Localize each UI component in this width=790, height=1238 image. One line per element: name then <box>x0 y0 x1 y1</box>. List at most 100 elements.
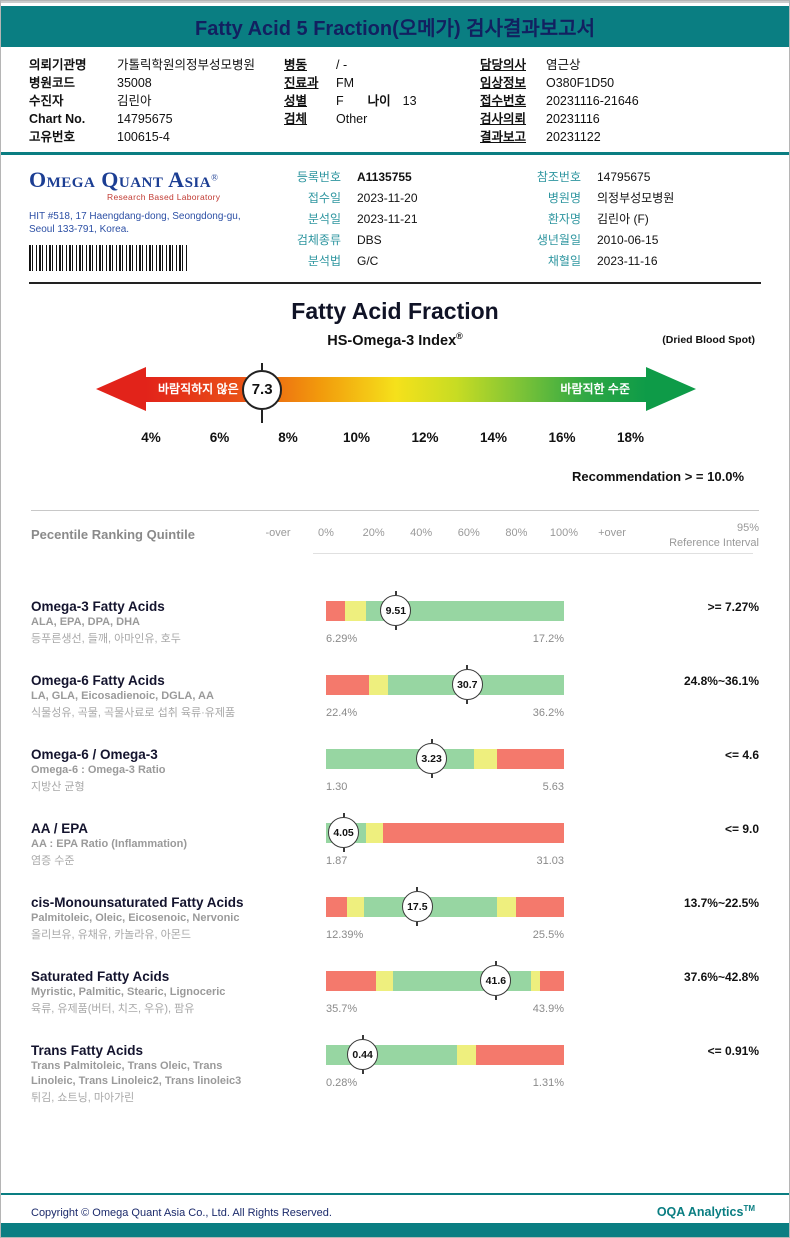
field-label: 환자명 <box>547 212 581 226</box>
range-min: 6.29% <box>326 633 358 645</box>
bar-segment-yellow <box>473 749 498 769</box>
patient-field-row: 병원코드 35008 <box>29 74 284 92</box>
patient-col-order: 담당의사 염근상 임상정보 O380F1D50 접수번호 20231116-21646 검사… <box>480 56 761 146</box>
result-value: 3.23 <box>416 743 448 774</box>
footer: Copyright © Omega Quant Asia Co., Ltd. A… <box>31 1204 755 1219</box>
omega3-index-gauge: 바람직하지 않은 바람직한 수준 7.3 4% 6% 8% 10% 12% 14% 16% 1… <box>96 362 696 455</box>
scale-label: 80% <box>505 527 528 539</box>
result-value-marker: 3.23 <box>416 739 448 778</box>
scale-label: 40% <box>410 527 433 539</box>
marker-tick <box>494 961 497 965</box>
lab-field-row: 환자명 김린아 (F) <box>519 209 761 230</box>
field-value: 2023-11-16 <box>597 254 658 268</box>
scale-label: +over <box>598 527 626 539</box>
result-row: Omega-3 Fatty Acids ALA, EPA, DPA, DHA 등푸른… <box>1 591 789 658</box>
gauge-tick-label: 6% <box>209 430 230 445</box>
bar-segment-green <box>326 1045 457 1065</box>
result-value: 0.44 <box>347 1039 379 1070</box>
range-max: 31.03 <box>536 855 564 867</box>
header-underline <box>313 553 753 554</box>
patient-field-row: 수진자 김린아 <box>29 92 284 110</box>
lab-logo: Omega Quant Asia® <box>29 167 279 193</box>
gauge-axis-ticks: 4% 6% 8% 10% 12% 14% 16% 18% <box>141 430 645 448</box>
bar-segment-red <box>326 601 346 621</box>
result-range: 35.7% 43.9% <box>326 1003 564 1015</box>
result-bar-area: 30.7 22.4% 36.2% <box>326 665 566 732</box>
gauge-tick-label: 18% <box>616 430 645 445</box>
field-label: 등록번호 <box>296 170 341 184</box>
field-label: 검사의뢰 <box>480 112 527 126</box>
field-value: 2023-11-20 <box>357 191 418 205</box>
result-labels: AA / EPA AA : EPA Ratio (Inflammation) 염증 … <box>31 820 326 880</box>
field-value: G/C <box>357 254 379 268</box>
result-components: AA : EPA Ratio (Inflammation) <box>31 838 188 850</box>
bar-segment-red <box>497 749 564 769</box>
result-range: 12.39% 25.5% <box>326 929 564 941</box>
field-label: 분석법 <box>307 254 341 268</box>
marker-tick <box>342 848 345 852</box>
result-bar-area: 41.6 35.7% 43.9% <box>326 961 566 1028</box>
reference-header-line2: Reference Interval <box>669 537 759 549</box>
result-components: ALA, EPA, DPA, DHA <box>31 616 140 628</box>
range-min: 1.30 <box>326 781 348 793</box>
field-label: 진료과 <box>284 76 319 90</box>
patient-col-demographics: 병동 / - 진료과 FM 성별 F 나이 13 검체 Other <box>284 56 480 146</box>
field-label: 임상정보 <box>480 76 527 90</box>
range-min: 0.28% <box>326 1077 358 1089</box>
reference-interval: <= 9.0 <box>724 822 759 836</box>
reference-interval: <= 0.91% <box>707 1044 759 1058</box>
range-max: 43.9% <box>532 1003 564 1015</box>
result-bar-area: 3.23 1.30 5.63 <box>326 739 566 806</box>
top-rule <box>1 1 789 3</box>
marker-tick <box>394 591 397 595</box>
marker-tick <box>361 1035 364 1039</box>
marker-tick <box>261 409 264 423</box>
field-label: 병동 <box>284 58 308 72</box>
field-value: O380F1D50 <box>546 76 615 90</box>
result-value-marker: 4.05 <box>328 813 360 852</box>
gauge-tick-label: 16% <box>548 430 576 445</box>
result-name: Omega-3 Fatty Acids <box>31 599 165 614</box>
range-min: 35.7% <box>326 1003 358 1015</box>
result-components: Linoleic, Trans Linoleic2, Trans linolei… <box>31 1075 242 1087</box>
result-value-marker: 30.7 <box>451 665 483 704</box>
reference-interval: 13.7%~22.5% <box>683 896 759 910</box>
field-value: 20231116 <box>546 112 600 126</box>
scale-label: -over <box>265 527 291 539</box>
patient-field-row: 담당의사 염근상 <box>480 56 761 74</box>
field-label: 의뢰기관명 <box>29 58 87 72</box>
quintile-header: Pecentile Ranking Quintile -over 0% 20% 40%… <box>31 510 759 551</box>
result-name: Omega-6 / Omega-3 <box>31 747 158 762</box>
gauge-tick-label: 8% <box>278 430 298 445</box>
scale-label: 100% <box>549 527 579 539</box>
bar-segment-yellow <box>375 971 393 991</box>
field-value: 13 <box>402 94 417 108</box>
field-label: 채혈일 <box>547 254 581 268</box>
bar-segment-red <box>516 897 564 917</box>
field-label: 고유번호 <box>29 130 76 144</box>
lab-field-row: 검체종류 DBS <box>279 230 519 251</box>
lab-field-row: 분석법 G/C <box>279 251 519 272</box>
field-value: / - <box>336 58 348 72</box>
marker-tick <box>416 922 419 926</box>
field-value: 20231116-21646 <box>546 94 639 108</box>
quintile-bar <box>326 823 564 843</box>
field-value: Other <box>336 112 368 126</box>
result-row: Omega-6 Fatty Acids LA, GLA, Eicosadienoi… <box>1 665 789 732</box>
gauge-right-arrowhead-icon <box>646 367 696 411</box>
scale-label: 60% <box>457 527 480 539</box>
result-range: 1.30 5.63 <box>326 781 564 793</box>
gauge-tick-label: 10% <box>342 430 371 445</box>
field-label: 병원코드 <box>29 76 76 90</box>
patient-field-row: 검체 Other <box>284 110 480 128</box>
range-max: 5.63 <box>542 781 564 793</box>
marker-tick <box>261 362 264 370</box>
barcode <box>29 245 189 271</box>
result-range: 22.4% 36.2% <box>326 707 564 719</box>
marker-tick <box>466 665 469 669</box>
result-food-sources: 튀김, 쇼트닝, 마아가린 <box>31 1092 135 1104</box>
bar-segment-green <box>326 749 474 769</box>
result-components: Omega-6 : Omega-3 Ratio <box>31 764 166 776</box>
result-value-marker: 41.6 <box>480 961 512 1000</box>
